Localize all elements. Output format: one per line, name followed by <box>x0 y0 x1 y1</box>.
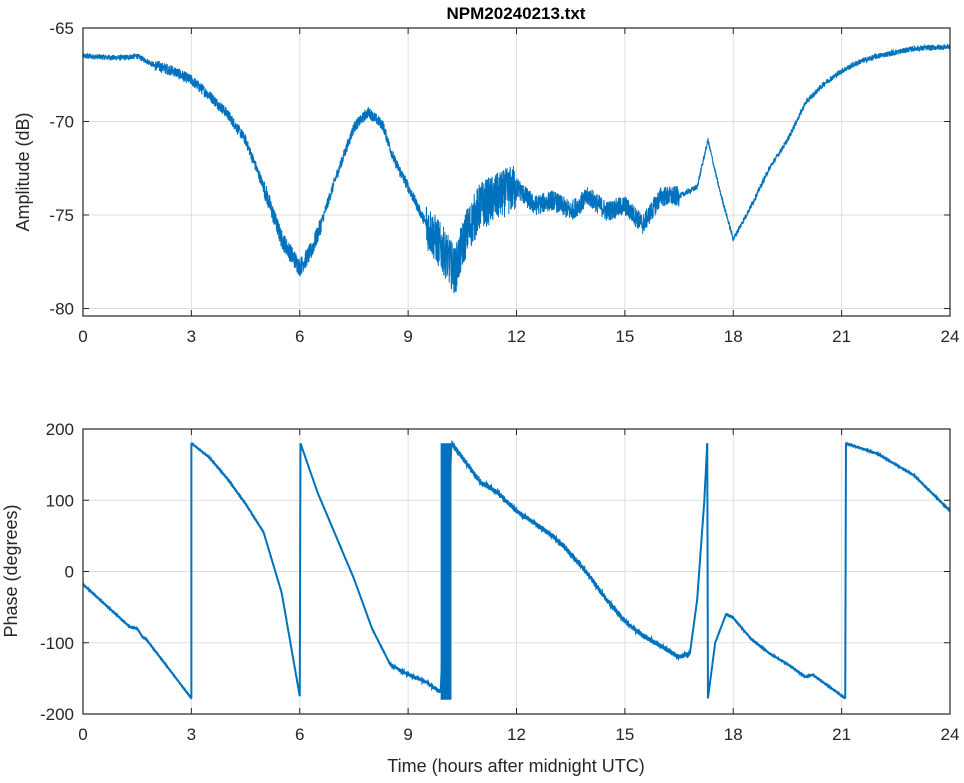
phase-axes: 0 3 6 9 12 15 18 21 24 200 100 0 -100 -200 <box>40 420 959 744</box>
y-tick-label: 200 <box>46 420 74 439</box>
x-tick-label: 6 <box>295 725 304 744</box>
phase-wrap-line <box>844 443 847 699</box>
x-tick-label: 18 <box>724 725 743 744</box>
x-tick-label: 3 <box>187 327 196 346</box>
y-axis-label-amplitude: Amplitude (dB) <box>13 112 33 231</box>
x-tick-label: 18 <box>724 327 743 346</box>
x-tick-label: 3 <box>187 725 196 744</box>
phase-line-segment <box>190 442 301 697</box>
y-tick-label: -100 <box>40 634 74 653</box>
chart-title: NPM20240213.txt <box>447 4 586 23</box>
x-tick-label: 9 <box>403 725 412 744</box>
x-tick-label: 6 <box>295 327 304 346</box>
x-tick-label: 9 <box>403 327 412 346</box>
x-tick-label: 24 <box>941 327 960 346</box>
x-tick-label: 0 <box>78 327 87 346</box>
x-tick-label: 24 <box>941 725 960 744</box>
phase-line-segment <box>845 441 950 512</box>
phase-wrap-line <box>706 443 709 699</box>
phase-line-segment <box>83 582 193 700</box>
x-tick-label: 15 <box>615 725 634 744</box>
y-tick-label: -80 <box>49 300 74 319</box>
axes-box <box>82 428 951 715</box>
x-tick-label: 0 <box>78 725 87 744</box>
x-tick-label: 12 <box>507 725 526 744</box>
amplitude-axes: 0 3 6 9 12 15 18 21 24 -65 -70 -75 -80 <box>49 19 959 346</box>
y-tick-label: -200 <box>40 705 74 724</box>
phase-wrap-oscillation <box>440 443 452 700</box>
y-tick-label: -70 <box>49 113 74 132</box>
series-group <box>83 43 950 294</box>
phase-wrap-line <box>298 443 302 697</box>
y-tick-label: -65 <box>49 19 74 38</box>
phase-line-segment <box>450 439 709 662</box>
phase-line-segment <box>299 442 442 694</box>
x-tick-label: 21 <box>832 327 851 346</box>
axes-box <box>82 27 951 317</box>
x-axis-label: Time (hours after midnight UTC) <box>387 756 644 776</box>
y-tick-label: 0 <box>65 563 74 582</box>
amplitude-line <box>83 43 950 294</box>
y-tick-label: -75 <box>49 206 74 225</box>
phase-line-segment <box>707 612 847 700</box>
x-tick-label: 21 <box>832 725 851 744</box>
series-group <box>83 439 950 700</box>
y-axis-label-phase: Phase (degrees) <box>1 504 21 637</box>
x-tick-label: 15 <box>615 327 634 346</box>
y-tick-label: 100 <box>46 491 74 510</box>
x-tick-label: 12 <box>507 327 526 346</box>
